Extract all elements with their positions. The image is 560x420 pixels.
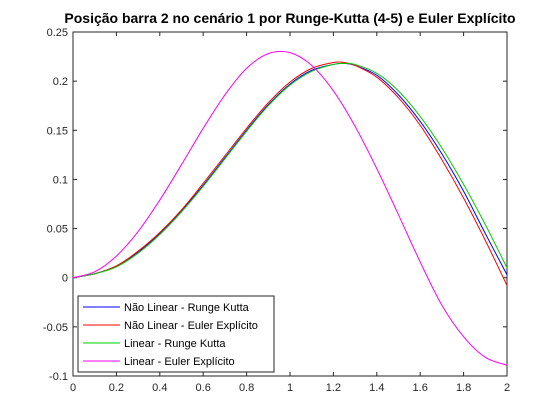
- x-tick-label: 0.8: [239, 382, 254, 394]
- legend: Não Linear - Runge Kutta Não Linear - Eul…: [77, 295, 275, 373]
- x-tick-label: 1.4: [369, 382, 384, 394]
- legend-entry-2: Não Linear - Euler Explícito: [124, 320, 258, 332]
- x-tick-label: 1.6: [413, 382, 428, 394]
- y-tick-label: 0.15: [47, 125, 68, 137]
- series-line-4: [72, 50, 508, 366]
- series-line-3: [72, 62, 508, 279]
- chart-title: Posição barra 2 no cenário 1 por Runge-K…: [64, 10, 515, 26]
- y-tick-label: 0.25: [47, 27, 68, 39]
- y-tick-label: -0.05: [43, 322, 68, 334]
- y-tick-label: 0.1: [53, 174, 68, 186]
- x-tick-label: 0.2: [109, 382, 124, 394]
- y-tick-label: 0.05: [47, 224, 68, 236]
- x-tick-label: 0.6: [196, 382, 211, 394]
- x-tick-label: 2: [504, 382, 510, 394]
- y-tick-label: 0.2: [53, 76, 68, 88]
- series-line-1: [72, 62, 508, 279]
- x-tick-label: 0.4: [152, 382, 167, 394]
- legend-box: [77, 295, 275, 373]
- x-tick-label: 1.2: [326, 382, 341, 394]
- x-tick-label: 0: [70, 382, 76, 394]
- y-tick-label: 0: [62, 273, 68, 285]
- legend-entry-4: Linear - Euler Explícito: [124, 356, 235, 368]
- series-line-2: [72, 61, 508, 286]
- legend-entry-3: Linear - Runge Kutta: [124, 338, 226, 350]
- x-tick-label: 1.8: [456, 382, 471, 394]
- x-tick-label: 1: [287, 382, 293, 394]
- legend-entry-1: Não Linear - Runge Kutta: [124, 302, 250, 314]
- y-tick-label: -0.1: [49, 371, 68, 383]
